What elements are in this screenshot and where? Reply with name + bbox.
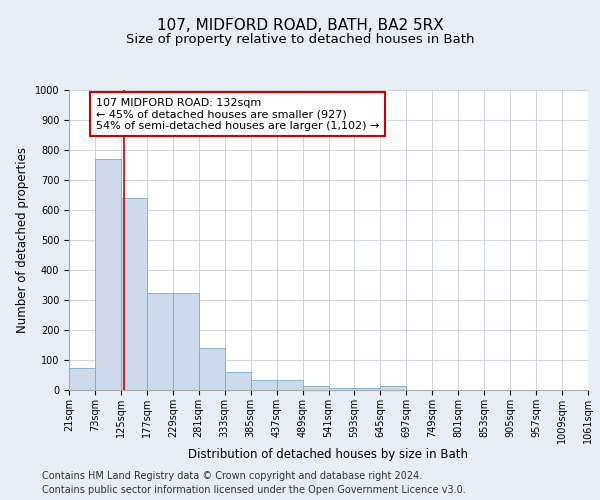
Text: Contains public sector information licensed under the Open Government Licence v3: Contains public sector information licen… (42, 485, 466, 495)
Bar (302, 386, 329, 390)
Text: 107, MIDFORD ROAD, BATH, BA2 5RX: 107, MIDFORD ROAD, BATH, BA2 5RX (157, 18, 443, 32)
Text: Size of property relative to detached houses in Bath: Size of property relative to detached ho… (126, 32, 474, 46)
Text: Contains HM Land Registry data © Crown copyright and database right 2024.: Contains HM Land Registry data © Crown c… (42, 471, 422, 481)
Text: 107 MIDFORD ROAD: 132sqm
← 45% of detached houses are smaller (927)
54% of semi-: 107 MIDFORD ROAD: 132sqm ← 45% of detach… (96, 98, 379, 130)
Bar (380, 386, 406, 390)
Y-axis label: Number of detached properties: Number of detached properties (16, 147, 29, 333)
X-axis label: Distribution of detached houses by size in Bath: Distribution of detached houses by size … (188, 448, 469, 462)
Bar (147, 292, 173, 390)
Bar (95, 159, 121, 390)
Bar (173, 292, 199, 390)
Bar (224, 372, 251, 390)
Bar (121, 198, 147, 390)
Bar (329, 388, 355, 390)
Bar (277, 380, 302, 390)
Bar (199, 348, 224, 390)
Bar (355, 388, 380, 390)
Bar (69, 368, 95, 390)
Bar (251, 380, 277, 390)
